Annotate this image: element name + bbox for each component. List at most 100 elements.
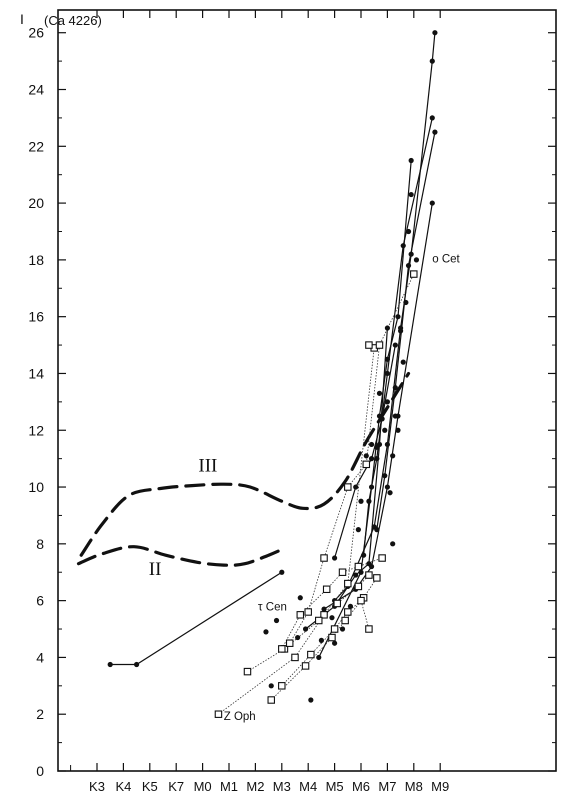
y-tick-label: 24	[28, 82, 44, 98]
plot-border	[57, 9, 557, 772]
x-tick-label: K7	[168, 779, 184, 794]
square-point	[365, 625, 373, 633]
dot-point	[392, 413, 398, 419]
dot-point	[347, 603, 354, 609]
square-series-line-1	[247, 574, 370, 672]
square-series-line-4	[281, 557, 383, 650]
dot-point	[358, 498, 364, 504]
square-point	[307, 650, 315, 659]
dot-point	[408, 157, 414, 164]
x-tick-label: M4	[299, 779, 317, 794]
square-point	[373, 574, 381, 582]
square-point	[320, 554, 328, 562]
dot-point	[374, 456, 380, 462]
x-tick-label: K3	[89, 779, 105, 794]
star-label: Z Oph	[224, 711, 256, 723]
dot-point	[355, 527, 361, 533]
y-tick-label: 20	[28, 195, 44, 211]
dot-point	[398, 328, 404, 334]
x-tick-label: M3	[273, 779, 291, 794]
data-points	[107, 30, 438, 718]
x-tick-label: M0	[194, 779, 212, 794]
y-tick-label: 12	[28, 422, 44, 438]
square-point	[214, 710, 223, 718]
x-tick-label: M2	[246, 779, 264, 794]
y-tick-label: 26	[28, 25, 44, 41]
square-point	[243, 667, 252, 676]
dot-point	[432, 30, 438, 36]
y-axis-symbol: I	[20, 11, 24, 27]
y-tick-label: 2	[36, 706, 44, 722]
y-tick-label: 22	[28, 138, 44, 154]
dot-point	[295, 634, 301, 641]
square-point	[378, 554, 386, 562]
dot-point	[268, 683, 274, 689]
dot-series-line-0	[110, 571, 283, 666]
y-tick-label: 6	[36, 593, 44, 609]
dot-point	[395, 314, 401, 320]
square-point	[333, 599, 341, 608]
dot-point	[432, 129, 438, 135]
square-point	[338, 568, 347, 576]
dot-point	[353, 572, 359, 578]
dot-point	[413, 257, 420, 263]
dot-point	[368, 441, 375, 448]
square-point	[365, 571, 373, 579]
dot-point	[400, 359, 406, 365]
dot-point	[384, 325, 390, 331]
dot-point	[376, 390, 383, 396]
square-point	[322, 585, 331, 594]
dot-point	[374, 527, 380, 533]
dot-point	[408, 191, 414, 198]
dot-point	[297, 595, 303, 601]
dot-point	[429, 58, 435, 64]
square-series-line-3	[281, 599, 370, 687]
square-point	[278, 682, 286, 690]
dot-point	[392, 385, 398, 391]
luminosity-curve-ii	[76, 545, 284, 567]
dot-point	[429, 115, 435, 121]
square-point	[304, 608, 312, 616]
square-point	[375, 341, 384, 349]
square-point	[330, 625, 339, 633]
dot-point	[382, 473, 388, 479]
dot-point	[403, 299, 409, 306]
dot-point	[263, 629, 269, 635]
plot-frame	[57, 9, 557, 772]
line-label: (Ca 4226)	[44, 13, 102, 28]
square-point	[285, 639, 294, 647]
x-tick-label: M8	[405, 779, 423, 794]
y-tick-label: 4	[36, 649, 44, 665]
square-point	[315, 616, 323, 625]
dot-point	[376, 413, 383, 419]
dot-point	[107, 661, 113, 668]
square-point	[365, 341, 373, 349]
dot-point	[374, 444, 380, 450]
y-tick-label: 8	[36, 536, 44, 552]
dot-point	[429, 200, 435, 206]
dot-point	[384, 399, 390, 405]
x-tick-label: M7	[378, 779, 396, 794]
dot-series-line-2	[334, 32, 436, 602]
dot-point	[134, 661, 140, 668]
y-tick-label: 14	[28, 365, 44, 381]
dot-point	[353, 484, 359, 490]
square-point	[354, 562, 363, 571]
y-tick-label: 16	[28, 309, 44, 325]
x-tick-label: M9	[431, 779, 449, 794]
dot-point	[366, 561, 372, 567]
square-point	[362, 460, 371, 469]
square-point	[344, 608, 352, 616]
dot-point	[358, 569, 364, 575]
curve-label-iii: III	[198, 455, 217, 476]
x-axis: K3 K4 K5 K7 M0 M1 M2 M3 M4 M5 M6 M7 M8 M9	[70, 10, 449, 794]
dot-point	[339, 626, 346, 632]
dot-point	[302, 626, 309, 632]
dot-point	[384, 356, 390, 362]
square-point	[291, 653, 299, 662]
dot-point	[332, 555, 338, 561]
dot-point	[408, 251, 414, 257]
dot-point	[405, 228, 412, 235]
square-point	[344, 579, 352, 588]
